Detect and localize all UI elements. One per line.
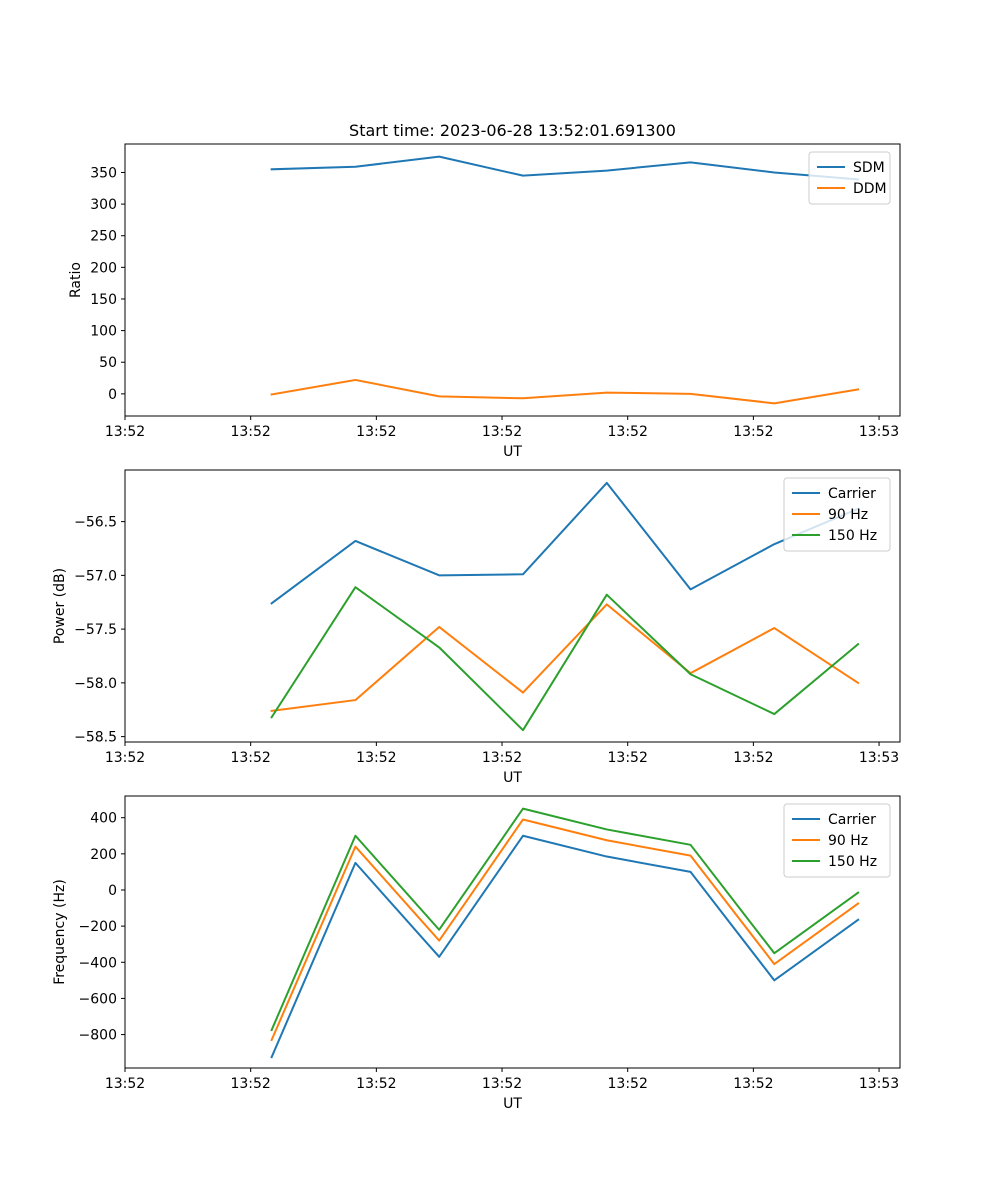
legend: Carrier 90 Hz 150 Hz: [783, 477, 891, 552]
legend: SDM DDM: [808, 151, 891, 205]
y-tick-label: −57.5: [74, 622, 117, 638]
y-tick-label: 400: [90, 811, 117, 827]
x-tick-label: 13:52: [230, 424, 270, 440]
series-line-150-hz: [270, 807, 860, 1032]
series-line-150-hz: [270, 586, 860, 732]
y-tick-label: −58.0: [74, 676, 117, 692]
y-tick-label: −58.5: [74, 730, 117, 746]
legend-label: 90 Hz: [828, 507, 868, 523]
x-axis-label: UT: [503, 770, 522, 786]
x-tick-label: 13:52: [482, 424, 522, 440]
y-tick-label: 50: [99, 355, 117, 371]
x-tick-label: 13:52: [230, 1076, 270, 1092]
y-tick-label: −200: [79, 919, 117, 935]
x-tick-label: 13:52: [356, 424, 396, 440]
x-tick-label: 13:52: [608, 750, 648, 766]
x-tick-label: 13:52: [105, 750, 145, 766]
x-tick-label: 13:53: [859, 750, 899, 766]
y-tick-label: 300: [90, 197, 117, 213]
y-tick-label: 100: [90, 324, 117, 340]
x-tick-label: 13:52: [482, 1076, 522, 1092]
series-line-carrier: [270, 481, 860, 605]
x-tick-label: 13:52: [356, 750, 396, 766]
legend-label: Carrier: [828, 812, 876, 828]
legend: Carrier 90 Hz 150 Hz: [783, 803, 891, 878]
x-axis-label: UT: [503, 444, 522, 460]
legend-label: DDM: [853, 181, 887, 197]
y-axis-label: Ratio: [68, 262, 84, 298]
y-tick-label: −57.0: [74, 568, 117, 584]
legend-label: SDM: [853, 160, 885, 176]
y-axis-label: Frequency (Hz): [52, 879, 68, 985]
x-tick-label: 13:52: [230, 750, 270, 766]
series-line-ddm: [270, 378, 860, 405]
series-line-sdm: [270, 155, 860, 181]
figure-title: Start time: 2023-06-28 13:52:01.691300: [349, 121, 676, 140]
x-tick-label: 13:53: [859, 424, 899, 440]
legend-label: Carrier: [828, 486, 876, 502]
subplot-2: 13:52 13:52 13:52 13:52 13:52 13:52 13:53 −58.5…: [52, 469, 901, 786]
axes-frame: [124, 469, 901, 743]
legend-label: 90 Hz: [828, 833, 868, 849]
x-tick-label: 13:52: [608, 1076, 648, 1092]
legend-box: [783, 803, 891, 878]
x-tick-label: 13:52: [356, 1076, 396, 1092]
y-tick-label: 200: [90, 847, 117, 863]
y-tick-label: 250: [90, 229, 117, 245]
y-tick-label: 150: [90, 292, 117, 308]
x-tick-label: 13:52: [105, 1076, 145, 1092]
axes-frame: [124, 795, 901, 1069]
series-line-carrier: [270, 834, 860, 1059]
x-tick-label: 13:52: [733, 424, 773, 440]
series-line-90-hz: [270, 603, 860, 712]
subplots: 13:52 13:52 13:52 13:52 13:52 13:52 13:53 0 50 10…: [52, 143, 901, 1112]
legend-box: [783, 477, 891, 552]
y-axis-label: Power (dB): [52, 568, 68, 644]
subplot-1: 13:52 13:52 13:52 13:52 13:52 13:52 13:53 0 50 10…: [68, 143, 901, 460]
x-axis-label: UT: [503, 1096, 522, 1112]
x-tick-label: 13:52: [733, 750, 773, 766]
y-tick-label: 200: [90, 260, 117, 276]
legend-label: 150 Hz: [828, 854, 877, 870]
y-tick-label: 0: [108, 387, 117, 403]
y-tick-label: −600: [79, 991, 117, 1007]
legend-box: [808, 151, 891, 205]
x-tick-label: 13:52: [105, 424, 145, 440]
legend-label: 150 Hz: [828, 528, 877, 544]
x-tick-label: 13:52: [733, 1076, 773, 1092]
y-tick-label: 0: [108, 883, 117, 899]
x-tick-label: 13:52: [482, 750, 522, 766]
series-line-90-hz: [270, 818, 860, 1042]
y-tick-label: −800: [79, 1028, 117, 1044]
y-tick-label: −400: [79, 955, 117, 971]
y-tick-label: −56.5: [74, 515, 117, 531]
x-tick-label: 13:53: [859, 1076, 899, 1092]
subplot-3: 13:52 13:52 13:52 13:52 13:52 13:52 13:53 −800 −…: [52, 795, 901, 1112]
axes-frame: [124, 143, 901, 417]
y-tick-label: 350: [90, 165, 117, 181]
x-tick-label: 13:52: [608, 424, 648, 440]
